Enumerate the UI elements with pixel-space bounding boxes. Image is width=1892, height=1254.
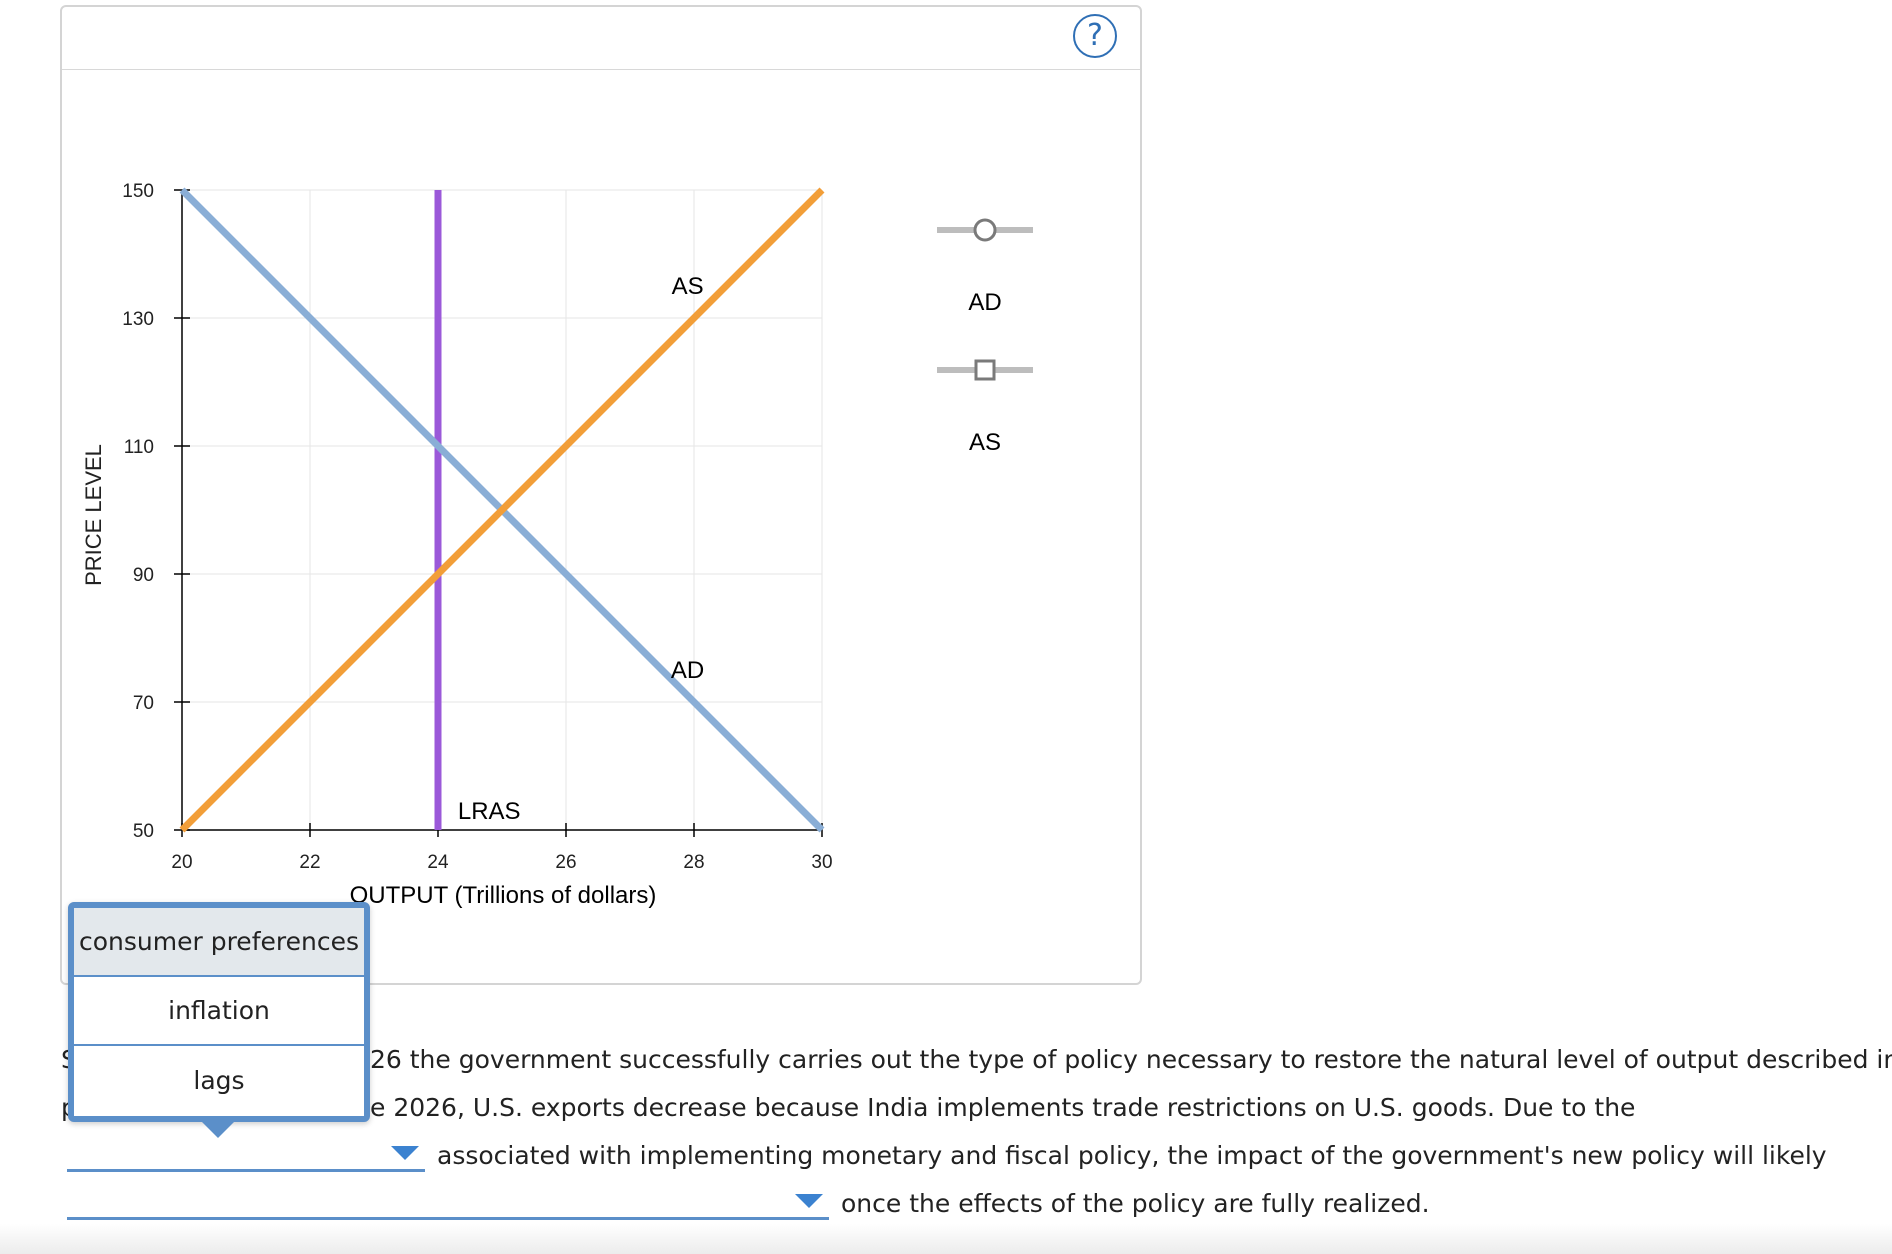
- dropdown-option-consumer-preferences[interactable]: consumer preferences: [74, 908, 364, 977]
- legend-label: AS: [969, 429, 1001, 456]
- graph-panel: [60, 5, 1142, 985]
- x-tick-label: 20: [171, 852, 192, 873]
- y-tick-label: 150: [122, 181, 154, 202]
- dropdown-impact-select[interactable]: [67, 1180, 829, 1220]
- panel-header: [62, 7, 1140, 70]
- question-text-line4: once the effects of the policy are fully…: [841, 1189, 1430, 1218]
- chart-series[interactable]: [179, 187, 825, 833]
- y-tick-label: 90: [133, 565, 154, 586]
- x-tick-label: 24: [427, 852, 449, 873]
- chevron-down-icon: [795, 1194, 823, 1208]
- help-icon[interactable]: ?: [1073, 14, 1117, 58]
- legend-circle-marker: [973, 218, 997, 242]
- dropdown-popup: consumer preferences inflation lags: [68, 902, 370, 1122]
- x-tick-label: 30: [811, 852, 832, 873]
- dropdown-option-lags[interactable]: lags: [193, 1066, 245, 1095]
- x-tick-label: 26: [555, 852, 576, 873]
- legend-item-as[interactable]: AS: [937, 359, 1033, 456]
- popup-caret: [202, 1122, 234, 1138]
- x-tick-label: 28: [683, 852, 704, 873]
- question-text-line2: e 2026, U.S. exports decrease because In…: [370, 1093, 1636, 1122]
- legend-square-marker: [974, 359, 996, 381]
- legend[interactable]: AD AS: [937, 218, 1033, 456]
- chevron-down-icon: [391, 1146, 419, 1160]
- question-text-line3: associated with implementing monetary an…: [437, 1141, 1827, 1170]
- x-axis-label: OUTPUT (Trillions of dollars): [350, 882, 657, 909]
- chart-labels: LRAS AD AS: [458, 273, 704, 825]
- series-label-ad: AD: [671, 657, 704, 684]
- legend-label: AD: [968, 289, 1001, 316]
- chart-axes: 20 22 24 26 28 30 50 70 90 110 130 150: [122, 181, 832, 873]
- legend-item-ad[interactable]: AD: [937, 218, 1033, 316]
- y-axis-label: PRICE LEVEL: [81, 444, 106, 586]
- bottom-edge: [0, 1224, 1892, 1254]
- y-tick-label: 70: [133, 693, 154, 714]
- y-tick-label: 130: [122, 309, 154, 330]
- series-label-as: AS: [672, 273, 704, 300]
- question-text-line1: 26 the government successfully carries o…: [370, 1045, 1892, 1074]
- series-label-lras: LRAS: [458, 798, 521, 825]
- dropdown-lags-select[interactable]: [67, 1132, 425, 1172]
- y-tick-label: 110: [124, 437, 154, 458]
- series-line-as[interactable]: [179, 187, 825, 833]
- dropdown-option-inflation[interactable]: inflation: [74, 977, 364, 1046]
- y-tick-label: 50: [133, 821, 154, 842]
- x-tick-label: 22: [299, 852, 320, 873]
